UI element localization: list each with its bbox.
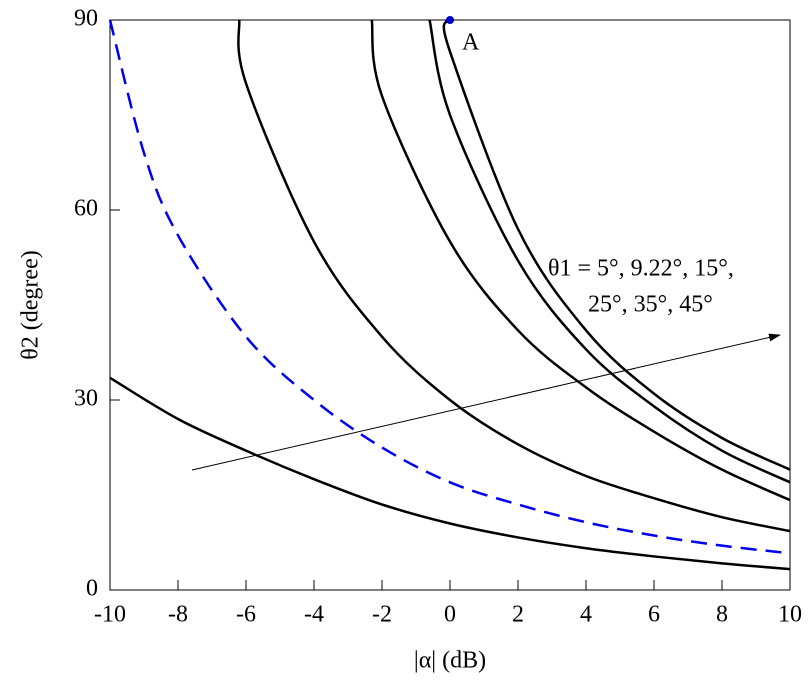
- line-series: [442, 19, 791, 471]
- x-tick-label: -10: [94, 602, 126, 628]
- x-tick-label: -6: [236, 602, 256, 628]
- x-tick-label: -8: [168, 602, 188, 628]
- x-tick-label: 2: [512, 602, 524, 628]
- line-series: [428, 19, 791, 484]
- x-tick-label: 4: [580, 602, 592, 628]
- annotation: θ1 = 5°, 9.22°, 15°,: [548, 256, 734, 282]
- line-series: [108, 19, 791, 555]
- y-tick-label: 90: [74, 6, 98, 32]
- x-tick-label: -2: [372, 602, 392, 628]
- line-series: [109, 376, 791, 571]
- y-tick-label: 60: [74, 196, 98, 222]
- y-tick-label: 30: [74, 386, 98, 412]
- y-axis-label: θ2 (degree): [18, 250, 44, 359]
- x-tick-label: -4: [304, 602, 324, 628]
- point-label: A: [462, 30, 480, 56]
- annotation-arrow: [191, 333, 781, 471]
- line-series: [370, 19, 791, 502]
- x-axis-label: |α| (dB): [414, 648, 486, 674]
- annotation: 25°, 35°, 45°: [588, 292, 713, 318]
- x-tick-label: 0: [444, 602, 456, 628]
- x-tick-label: 6: [648, 602, 660, 628]
- y-tick-label: 0: [86, 576, 98, 602]
- point-marker: [446, 16, 454, 24]
- line-series: [237, 19, 791, 533]
- x-tick-label: 10: [778, 602, 802, 628]
- x-tick-label: 8: [716, 602, 728, 628]
